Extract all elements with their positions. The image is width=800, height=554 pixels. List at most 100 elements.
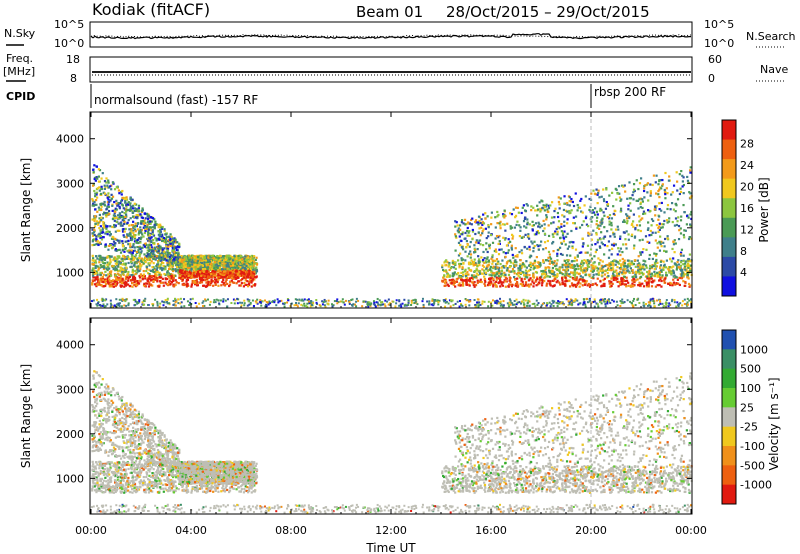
power-echo-cell — [290, 302, 293, 305]
power-echo-cell — [283, 303, 286, 306]
power-echo-cell — [109, 302, 112, 305]
power-echo-cell — [228, 258, 231, 261]
power-echo-cell — [368, 301, 371, 304]
power-echo-cell — [127, 255, 130, 259]
power-echo-cell — [351, 298, 354, 301]
power-echo-cell — [161, 300, 164, 303]
power-echo-cell — [592, 301, 595, 304]
power-echo-cell — [443, 274, 446, 277]
power-echo-cell — [106, 263, 109, 267]
power-echo-cell — [198, 269, 201, 272]
power-echo-cell — [194, 260, 197, 263]
power-echo-cell — [520, 266, 523, 270]
power-echo-cell — [495, 300, 498, 303]
power-echo-cell — [105, 230, 108, 233]
power-echo-cell — [234, 276, 237, 279]
power-echo-cell — [197, 267, 200, 271]
power-echo-cell — [173, 268, 176, 271]
power-echo-cell — [102, 267, 106, 271]
power-echo-cell — [222, 278, 225, 282]
power-echo-cell — [139, 274, 143, 277]
power-echo-cell — [152, 253, 155, 256]
power-echo-cell — [202, 305, 205, 308]
power-echo-cell — [177, 282, 180, 285]
power-echo-cell — [164, 281, 167, 284]
power-echo-cell — [155, 264, 158, 268]
power-echo-cell — [115, 278, 118, 281]
power-echo-cell — [129, 209, 133, 212]
power-echo-cell — [97, 168, 100, 171]
power-echo-cell — [180, 301, 183, 304]
power-echo-cell — [124, 264, 127, 267]
power-echo-cell — [109, 244, 113, 247]
power-echo-cell — [149, 269, 152, 272]
power-echo-cell — [581, 279, 584, 282]
power-echo-cell — [412, 299, 415, 302]
power-echo-cell — [619, 283, 622, 286]
power-echo-cell — [444, 284, 447, 287]
power-echo-cell — [603, 300, 606, 303]
power-echo-cell — [336, 302, 339, 305]
power-echo-cell — [96, 275, 99, 278]
power-echo-cell — [104, 283, 108, 286]
power-echo-cell — [236, 297, 239, 300]
power-echo-cell — [324, 305, 327, 308]
power-echo-cell — [121, 263, 124, 266]
power-echo-cell — [138, 230, 141, 233]
power-echo-cell — [125, 196, 128, 199]
power-echo-cell — [477, 298, 480, 301]
power-echo-cell — [124, 270, 127, 273]
power-echo-cell — [135, 250, 139, 254]
power-echo-cell — [199, 255, 202, 258]
power-echo-cell — [241, 264, 245, 267]
power-echo-cell — [251, 278, 255, 281]
power-echo-cell — [469, 300, 472, 303]
power-echo-cell — [583, 267, 586, 270]
power-echo-cell — [201, 301, 204, 304]
power-echo-cell — [175, 270, 178, 273]
power-echo-cell — [149, 262, 152, 265]
power-echo-cell — [101, 227, 105, 230]
power-echo-cell — [255, 268, 258, 271]
power-echo-cell — [132, 204, 135, 207]
power-echo-cell — [605, 300, 608, 303]
power-echo-cell — [499, 297, 502, 300]
power-echo-cell — [126, 233, 129, 236]
power-echo-cell — [106, 194, 109, 197]
power-echo-cell — [231, 261, 235, 264]
power-echo-cell — [129, 202, 132, 205]
power-echo-cell — [545, 304, 548, 307]
power-echo-cell — [155, 268, 158, 271]
power-echo-cell — [207, 270, 210, 273]
freq-label: Freq. — [6, 52, 33, 65]
power-echo-cell — [217, 278, 220, 281]
power-echo-cell — [158, 247, 162, 250]
power-echo-cell — [153, 278, 156, 281]
power-echo-cell — [567, 300, 570, 303]
power-echo-cell — [119, 262, 122, 266]
power-echo-cell — [164, 241, 168, 245]
power-echo-cell — [162, 254, 165, 258]
power-echo-cell — [237, 272, 240, 275]
power-echo-cell — [102, 225, 105, 228]
power-echo-cell — [188, 261, 192, 264]
power-echo-cell — [517, 274, 520, 277]
power-echo-cell — [120, 216, 123, 219]
power-echo-cell — [122, 227, 125, 231]
power-echo-cell — [201, 265, 205, 269]
power-echo-cell — [171, 262, 174, 265]
power-echo-cell — [107, 266, 110, 269]
power-echo-cell — [540, 304, 543, 307]
power-echo-cell — [458, 262, 461, 266]
power-echo-cell — [170, 274, 173, 278]
power-echo-cell — [458, 300, 461, 303]
power-echo-cell — [100, 185, 103, 188]
power-echo-cell — [615, 300, 618, 303]
power-echo-cell — [241, 273, 244, 276]
power-echo-cell — [205, 270, 208, 274]
power-echo-cell — [97, 235, 100, 238]
power-echo-cell — [582, 298, 585, 301]
power-echo-cell — [137, 204, 141, 207]
power-echo-cell — [111, 181, 115, 184]
power-echo-cell — [137, 249, 140, 252]
